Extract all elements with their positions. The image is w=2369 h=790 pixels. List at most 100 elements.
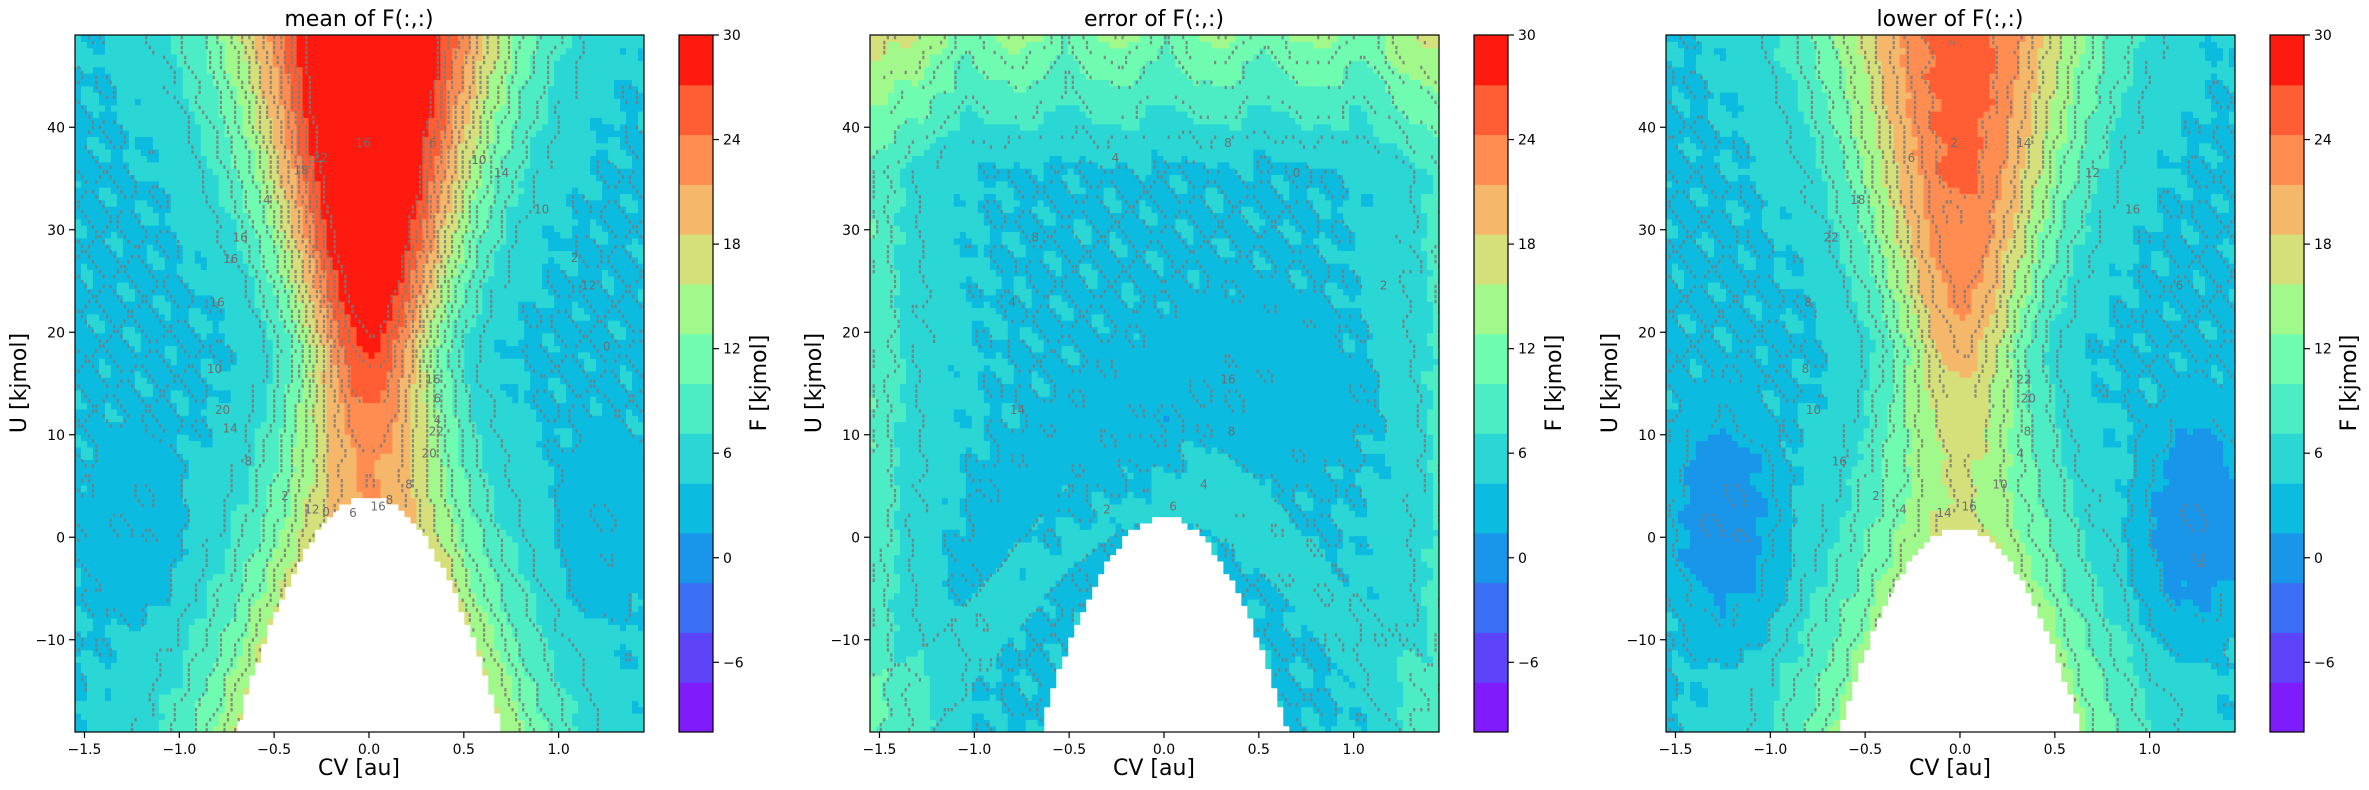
heat-cell <box>75 693 82 701</box>
heat-cell <box>200 250 208 258</box>
heat-cell <box>296 484 304 492</box>
heat-cell <box>350 193 358 201</box>
heat-cell <box>212 427 220 435</box>
heat-cell <box>164 687 172 695</box>
heat-cell <box>164 567 172 575</box>
heat-cell <box>104 693 112 701</box>
heat-cell <box>146 275 154 283</box>
heat-cell <box>218 712 226 720</box>
heat-cell <box>80 149 88 156</box>
heat-cell <box>248 510 256 518</box>
heat-cell <box>320 79 328 87</box>
heat-cell <box>374 117 382 125</box>
heat-cell <box>194 35 202 42</box>
heat-cell <box>254 541 262 549</box>
heat-cell <box>332 269 340 277</box>
heat-cell <box>260 434 268 442</box>
heat-cell <box>356 212 364 220</box>
heat-cell <box>194 643 202 651</box>
heat-cell <box>182 130 190 137</box>
heat-cell <box>122 237 130 245</box>
heat-cell <box>104 73 112 80</box>
heat-cell <box>296 250 304 258</box>
heat-cell <box>332 427 340 435</box>
heat-cell <box>320 301 328 309</box>
heat-cell <box>152 687 160 695</box>
heat-cell <box>368 212 376 220</box>
heat-cell <box>92 92 100 99</box>
heat-cell <box>344 491 352 499</box>
heat-cell <box>146 383 154 391</box>
heat-cell <box>92 168 100 175</box>
heat-cell <box>182 263 190 271</box>
heat-cell <box>242 180 250 188</box>
heat-cell <box>350 484 358 492</box>
heat-cell <box>128 649 136 657</box>
heat-cell <box>206 104 214 112</box>
heat-cell <box>98 85 106 93</box>
heat-cell <box>356 237 364 245</box>
heat-cell <box>98 332 106 340</box>
heat-cell <box>128 668 136 676</box>
heat-cell <box>290 117 298 125</box>
heat-cell <box>104 440 112 448</box>
heat-cell <box>350 174 358 182</box>
heat-cell <box>230 313 238 321</box>
heat-cell <box>158 674 166 682</box>
heat-cell <box>260 541 268 549</box>
heat-cell <box>146 687 154 695</box>
heat-cell <box>338 402 346 410</box>
heat-cell <box>326 218 334 226</box>
heat-cell <box>104 560 112 568</box>
heat-cell <box>104 117 112 125</box>
heat-cell <box>344 47 352 55</box>
heat-cell <box>75 396 82 404</box>
heat-cell <box>290 510 298 518</box>
heat-cell <box>182 446 190 454</box>
heat-cell <box>230 351 238 359</box>
heat-cell <box>344 60 352 68</box>
heat-cell <box>212 579 220 587</box>
heat-cell <box>158 655 166 663</box>
heat-cell <box>80 643 88 651</box>
heat-cell <box>254 415 262 423</box>
heat-cell <box>164 92 172 99</box>
heat-cell <box>260 364 268 372</box>
heat-cell <box>170 282 178 290</box>
heat-cell <box>104 649 112 657</box>
heat-cell <box>134 465 142 473</box>
heat-cell <box>224 66 232 74</box>
heat-cell <box>314 54 322 61</box>
heat-cell <box>242 624 250 632</box>
heat-cell <box>272 149 280 156</box>
heat-cell <box>248 459 256 467</box>
heat-cell <box>134 655 142 663</box>
heat-cell <box>164 719 172 727</box>
heat-cell <box>284 396 292 404</box>
heat-cell <box>296 440 304 448</box>
heat-cell <box>356 389 364 397</box>
heat-cell <box>206 339 214 347</box>
heat-cell <box>86 408 94 416</box>
heat-cell <box>332 320 340 328</box>
heat-cell <box>242 541 250 549</box>
heat-cell <box>170 199 178 207</box>
heat-cell <box>356 263 364 271</box>
heat-cell <box>266 541 274 549</box>
heat-cell <box>212 611 220 619</box>
heat-cell <box>356 187 364 195</box>
heat-cell <box>176 598 184 606</box>
heat-cell <box>92 674 100 682</box>
heat-cell <box>248 560 256 568</box>
heat-cell <box>248 199 256 207</box>
heat-cell <box>212 719 220 727</box>
heat-cell <box>80 161 88 169</box>
heat-cell <box>368 421 376 429</box>
heat-cell <box>260 123 268 131</box>
heat-cell <box>320 510 328 518</box>
heat-cell <box>104 712 112 720</box>
heat-cell <box>266 256 274 264</box>
heat-cell <box>158 636 166 644</box>
heat-cell <box>182 98 190 106</box>
heat-cell <box>224 548 232 556</box>
